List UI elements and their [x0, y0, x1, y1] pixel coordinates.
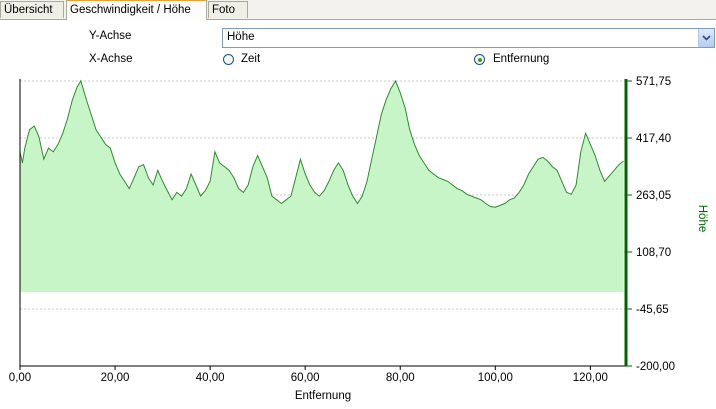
x-tick-label: 60,00 [291, 372, 320, 384]
radio-time-label[interactable]: Zeit [241, 53, 261, 65]
radio-distance[interactable] [474, 54, 485, 65]
axis-controls: Y-Achse Höhe X-Achse Zeit Entfernung [0, 20, 716, 70]
x-tick-label: 80,00 [386, 372, 415, 384]
y-tick-label: -45,65 [636, 304, 669, 316]
tab-strip: Übersicht Geschwindigkeit / Höhe Foto [0, 0, 716, 20]
y-tick-label: 571,75 [636, 76, 671, 88]
y-axis-label: Y-Achse [89, 30, 132, 42]
y-axis-select[interactable]: Höhe [222, 28, 715, 48]
x-tick-label: 0,00 [9, 372, 31, 384]
x-axis-title: Entfernung [295, 390, 351, 402]
elevation-chart: 571,75 417,40 263,05 108,70 -45,65 -200,00 0,0… [0, 70, 716, 406]
y-axis-select-value: Höhe [227, 31, 255, 43]
elevation-chart-svg: 571,75 417,40 263,05 108,70 -45,65 -200,00 0,0… [9, 76, 708, 402]
x-axis-label: X-Achse [89, 53, 133, 65]
radio-distance-label[interactable]: Entfernung [493, 53, 550, 65]
elevation-area [20, 80, 624, 293]
y-tick-label: -200,00 [636, 361, 675, 373]
x-tick-label: 100,00 [478, 372, 513, 384]
x-tick-label: 40,00 [196, 372, 225, 384]
tab-speed-altitude[interactable]: Geschwindigkeit / Höhe [66, 0, 207, 20]
tab-photo[interactable]: Foto [208, 1, 248, 18]
y-tick-label: 417,40 [636, 133, 671, 145]
radio-time[interactable] [223, 54, 234, 65]
x-tick-label: 120,00 [573, 372, 608, 384]
y-tick-label: 108,70 [636, 247, 671, 259]
chevron-down-icon[interactable] [698, 29, 714, 47]
tab-overview[interactable]: Übersicht [0, 1, 64, 18]
elevation-line [19, 79, 624, 208]
y-tick-label: 263,05 [636, 190, 671, 202]
y-axis-title: Höhe [696, 205, 708, 233]
x-tick-label: 20,00 [101, 372, 130, 384]
